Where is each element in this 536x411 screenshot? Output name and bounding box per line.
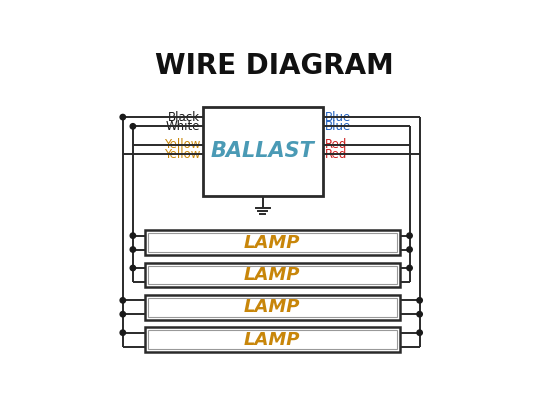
Circle shape — [417, 312, 422, 317]
Bar — [147, 233, 397, 252]
Circle shape — [130, 247, 136, 252]
Bar — [145, 327, 400, 352]
Text: Red: Red — [325, 148, 347, 161]
Text: LAMP: LAMP — [244, 233, 301, 252]
Text: LAMP: LAMP — [244, 330, 301, 349]
Circle shape — [407, 247, 412, 252]
Circle shape — [120, 312, 125, 317]
Text: Red: Red — [325, 138, 347, 151]
Bar — [145, 230, 400, 255]
Text: Black: Black — [168, 111, 200, 124]
Bar — [145, 263, 400, 287]
Text: White: White — [166, 120, 200, 133]
Bar — [203, 107, 323, 196]
Circle shape — [130, 233, 136, 238]
Text: BALLAST: BALLAST — [211, 141, 315, 162]
Text: LAMP: LAMP — [244, 298, 301, 316]
Circle shape — [417, 298, 422, 303]
Text: Yellow: Yellow — [164, 138, 200, 151]
Circle shape — [120, 114, 125, 120]
Text: Blue: Blue — [325, 120, 351, 133]
Bar — [147, 330, 397, 349]
Circle shape — [120, 330, 125, 335]
Bar — [147, 266, 397, 284]
Text: Yellow: Yellow — [164, 148, 200, 161]
Circle shape — [120, 298, 125, 303]
Circle shape — [407, 233, 412, 238]
Circle shape — [130, 124, 136, 129]
Text: Blue: Blue — [325, 111, 351, 124]
Text: LAMP: LAMP — [244, 266, 301, 284]
Circle shape — [407, 266, 412, 271]
Circle shape — [417, 330, 422, 335]
Circle shape — [130, 266, 136, 271]
Bar — [147, 298, 397, 316]
Text: WIRE DIAGRAM: WIRE DIAGRAM — [155, 52, 394, 80]
Bar — [145, 295, 400, 320]
